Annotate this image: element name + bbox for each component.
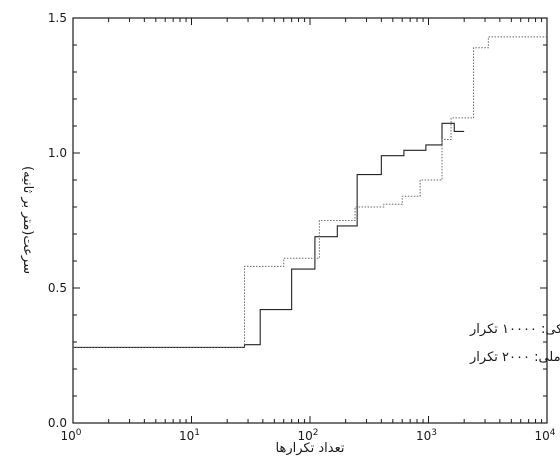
x-axis-title: تعداد تکرارها bbox=[276, 441, 345, 456]
y-tick-label: 1.5 bbox=[48, 11, 67, 25]
x-tick-label: 103 bbox=[416, 428, 437, 443]
legend-entry-evolutionary: برنامه تکاملی: ۲۰۰۰ تکرار bbox=[469, 350, 560, 365]
x-tick-label: 104 bbox=[534, 428, 555, 443]
x-tick-label: 101 bbox=[179, 428, 200, 443]
y-axis-ticks: 0.0 0.5 1.0 1.5 bbox=[48, 11, 547, 430]
y-tick-label: 1.0 bbox=[48, 146, 67, 160]
series-line-genetic bbox=[73, 122, 465, 348]
x-tick-label: 102 bbox=[297, 428, 318, 443]
y-tick-label: 0.0 bbox=[48, 416, 67, 430]
x-axis-ticks: 100 101 102 103 104 bbox=[60, 18, 556, 443]
y-tick-label: 0.5 bbox=[48, 281, 67, 295]
series-line-evolutionary bbox=[73, 36, 547, 348]
legend: الگوریتم ژنتیکی: ۱۰۰۰۰ تکرار برنامه تکام… bbox=[469, 321, 560, 365]
legend-entry-genetic: الگوریتم ژنتیکی: ۱۰۰۰۰ تکرار bbox=[469, 321, 560, 337]
y-axis-title: سرعت(متر بر ثانیه) bbox=[20, 166, 35, 274]
series-layer bbox=[73, 36, 547, 348]
x-tick-label: 100 bbox=[60, 428, 81, 443]
